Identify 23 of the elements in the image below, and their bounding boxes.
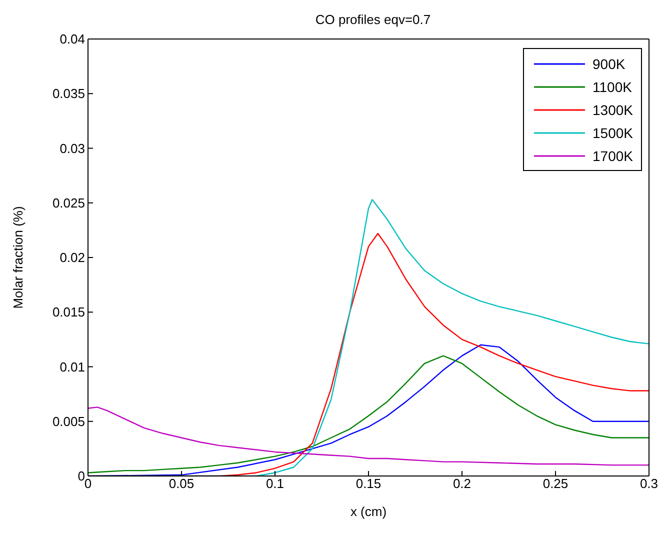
legend-label: 900K	[592, 56, 626, 72]
x-tick-label: 0.05	[168, 476, 194, 492]
line-series	[88, 406, 649, 466]
x-tick-label: 0.15	[356, 476, 382, 492]
y-tick-label: 0.035	[52, 86, 85, 102]
y-tick-label: 0.015	[52, 304, 85, 320]
y-tick-label: 0.005	[52, 414, 85, 429]
legend-label: 1500K	[592, 124, 633, 140]
y-tick-label: 0.03	[60, 140, 85, 156]
y-tick-label: 0.04	[60, 32, 85, 47]
x-tick-label: 0.3	[640, 476, 658, 492]
legend-label: 1300K	[592, 102, 633, 118]
legend-label: 1100K	[592, 78, 632, 94]
legend-label: 1700K	[592, 148, 633, 164]
y-tick-label: 0.02	[60, 250, 85, 266]
x-axis-title: x (cm)	[350, 504, 387, 519]
x-tick-label: 0.1	[266, 476, 284, 492]
y-tick-label: 0.01	[60, 359, 85, 374]
x-tick-label: 0.2	[452, 476, 472, 492]
y-axis-title: Molar fraction (%)	[10, 206, 26, 309]
x-tick-label: 0.25	[542, 476, 568, 492]
chart-title: CO profiles eqv=0.7	[314, 12, 432, 27]
y-tick-label: 0.025	[52, 195, 85, 210]
